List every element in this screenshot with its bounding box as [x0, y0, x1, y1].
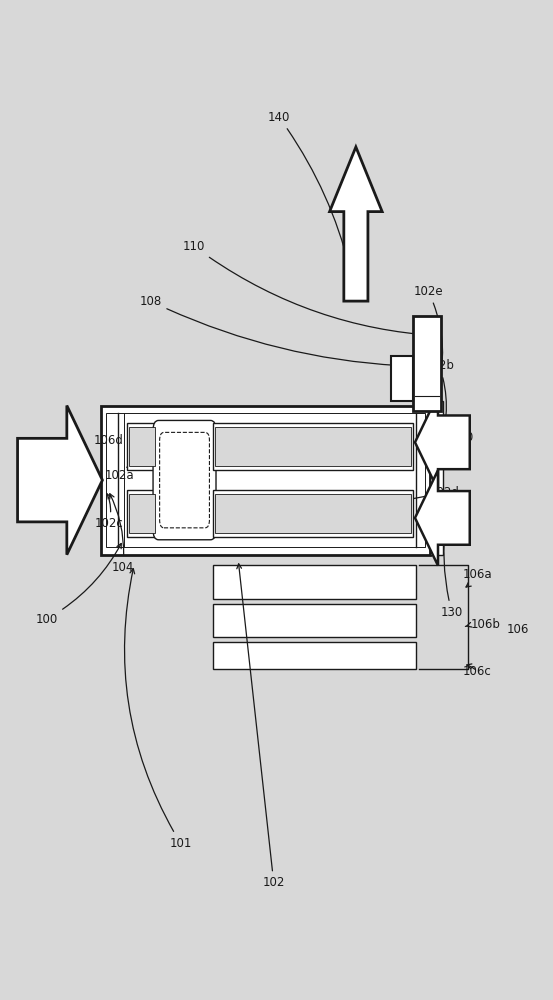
- Text: 105: 105: [200, 500, 405, 516]
- Bar: [213, 490, 413, 537]
- Text: 101: 101: [124, 569, 192, 850]
- Text: 106d: 106d: [93, 434, 215, 464]
- Text: 110: 110: [183, 240, 436, 338]
- Bar: [216, 427, 411, 466]
- Text: 140: 140: [268, 111, 351, 267]
- Text: 120: 120: [30, 483, 52, 506]
- Bar: [213, 642, 416, 669]
- Text: 130: 130: [447, 431, 474, 445]
- Bar: [101, 406, 430, 555]
- Bar: [213, 423, 413, 470]
- Text: 106c: 106c: [463, 664, 492, 678]
- Text: 106: 106: [507, 623, 529, 636]
- Bar: [213, 565, 416, 599]
- Bar: [127, 423, 157, 470]
- Text: 102a: 102a: [105, 463, 134, 482]
- Bar: [392, 356, 413, 401]
- Bar: [106, 413, 425, 547]
- Polygon shape: [415, 395, 469, 490]
- Polygon shape: [18, 406, 102, 555]
- Bar: [129, 427, 155, 466]
- Polygon shape: [330, 147, 382, 301]
- Text: 106a: 106a: [463, 568, 492, 587]
- Text: 104: 104: [110, 494, 134, 574]
- Text: 130: 130: [441, 522, 463, 619]
- Text: 102c: 102c: [95, 494, 123, 530]
- Bar: [127, 490, 157, 537]
- Polygon shape: [415, 470, 469, 566]
- Text: 108: 108: [139, 295, 398, 368]
- Bar: [216, 494, 411, 533]
- Text: 102b: 102b: [424, 359, 454, 451]
- Bar: [413, 316, 441, 410]
- Text: 100: 100: [35, 543, 121, 626]
- Text: 102e: 102e: [413, 285, 443, 392]
- Bar: [213, 604, 416, 637]
- Bar: [129, 494, 155, 533]
- Text: 102: 102: [237, 564, 285, 889]
- FancyBboxPatch shape: [153, 420, 216, 540]
- Text: 106b: 106b: [466, 618, 500, 631]
- Bar: [430, 401, 444, 555]
- Text: 102d: 102d: [234, 486, 460, 507]
